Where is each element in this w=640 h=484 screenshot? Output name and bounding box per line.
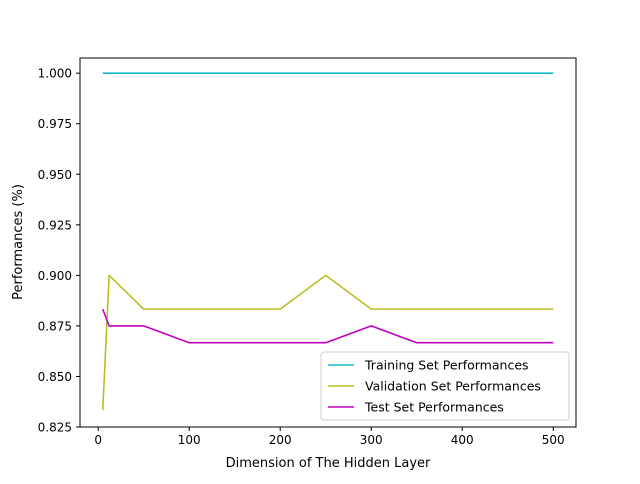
x-axis: 0 100 200 300 400 500 [94, 427, 565, 447]
y-axis: 0.825 0.850 0.875 0.900 0.925 0.950 0.975 1.000 [38, 67, 80, 435]
legend-label: Validation Set Performances [365, 379, 541, 394]
x-tick-label: 100 [178, 433, 201, 447]
series-line-2 [101, 274, 554, 411]
y-tick-label: 1.000 [38, 67, 72, 81]
y-tick-label: 0.900 [38, 269, 72, 283]
x-tick-label: 200 [269, 433, 292, 447]
x-tick-label: 300 [360, 433, 383, 447]
y-tick-label: 0.975 [38, 117, 72, 131]
series-layer [101, 72, 554, 411]
y-tick-label: 0.925 [38, 218, 72, 232]
x-tick-label: 400 [451, 433, 474, 447]
series-line-3 [102, 308, 554, 344]
x-tick-label: 0 [94, 433, 102, 447]
legend-label: Test Set Performances [364, 400, 504, 415]
y-tick-label: 0.825 [38, 421, 72, 435]
legend-box [320, 351, 570, 421]
y-tick-label: 0.875 [38, 319, 72, 333]
legend-label: Training Set Performances [364, 358, 529, 373]
x-axis-label: Dimension of The Hidden Layer [226, 456, 431, 471]
legend: Training Set Performances Validation Set … [320, 351, 570, 421]
y-axis-label: Performances (%) [11, 184, 26, 300]
y-tick-label: 0.950 [38, 168, 72, 182]
x-tick-label: 500 [542, 433, 565, 447]
y-tick-label: 0.850 [38, 370, 72, 384]
plot-frame [79, 57, 577, 428]
